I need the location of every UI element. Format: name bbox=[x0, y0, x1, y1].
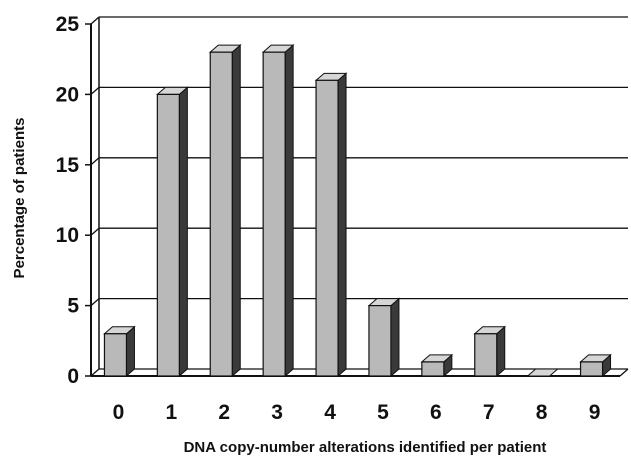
y-tick-label: 15 bbox=[56, 154, 80, 177]
y-tick-label: 0 bbox=[67, 365, 79, 388]
bar-front-face bbox=[579, 361, 604, 377]
bar-front-face bbox=[315, 79, 339, 377]
y-tick-label: 5 bbox=[67, 295, 79, 318]
gridline-connector bbox=[90, 16, 100, 25]
gridline-connector bbox=[90, 227, 100, 236]
gridline-connector bbox=[90, 157, 100, 166]
bar-side-face bbox=[231, 44, 241, 378]
x-tick-label: 9 bbox=[589, 401, 601, 424]
bar-side-face bbox=[178, 86, 188, 378]
y-tick-label: 25 bbox=[56, 13, 80, 36]
x-tick-label: 5 bbox=[377, 401, 389, 424]
x-tick-label: 1 bbox=[166, 401, 178, 424]
x-tick-label: 7 bbox=[483, 401, 495, 424]
x-tick-label: 8 bbox=[536, 401, 548, 424]
bar-front-face bbox=[368, 305, 392, 377]
bar-3 bbox=[261, 44, 295, 378]
bar-zero-footprint bbox=[526, 368, 559, 377]
bar-9 bbox=[579, 353, 612, 378]
floor-edge bbox=[619, 368, 629, 377]
x-tick-label: 3 bbox=[271, 401, 283, 424]
gridline-connector bbox=[90, 298, 100, 307]
bar-1 bbox=[156, 86, 189, 378]
x-tick-label: 2 bbox=[218, 401, 230, 424]
bar-side-face bbox=[390, 297, 400, 378]
gridline-connector bbox=[90, 368, 100, 377]
x-tick-label: 4 bbox=[324, 401, 336, 424]
bar-side-face bbox=[337, 72, 347, 378]
y-tick-label: 10 bbox=[56, 224, 79, 247]
x-tick-label: 0 bbox=[113, 401, 125, 424]
bars bbox=[103, 44, 612, 378]
bar-front-face bbox=[103, 333, 128, 377]
x-tick-labels: 0 1 2 3 4 5 6 7 8 9 bbox=[113, 401, 601, 424]
bar-4 bbox=[314, 72, 348, 378]
bar-side-face bbox=[284, 44, 294, 378]
x-tick-label: 6 bbox=[430, 401, 442, 424]
bar-5 bbox=[367, 297, 401, 378]
bar-front-face bbox=[156, 93, 180, 377]
bar-front-face bbox=[209, 51, 233, 377]
bar-7 bbox=[473, 325, 507, 378]
bar-0 bbox=[103, 325, 136, 378]
bar-front-face bbox=[421, 361, 445, 377]
bar-2 bbox=[208, 44, 242, 378]
bar-front-face bbox=[262, 51, 286, 377]
bar-side-face bbox=[125, 325, 135, 378]
gridline-connector bbox=[90, 86, 100, 95]
bar-8 bbox=[526, 368, 559, 377]
y-tick-labels: 0 5 10 15 20 25 bbox=[56, 13, 80, 388]
y-axis-label: Percentage of patients bbox=[11, 118, 28, 279]
bar-side-face bbox=[496, 325, 506, 378]
bar-front-face bbox=[474, 333, 498, 377]
bar-6 bbox=[420, 353, 454, 378]
x-axis-label: DNA copy-number alterations identified p… bbox=[184, 439, 547, 456]
y-tick-label: 20 bbox=[56, 83, 79, 106]
